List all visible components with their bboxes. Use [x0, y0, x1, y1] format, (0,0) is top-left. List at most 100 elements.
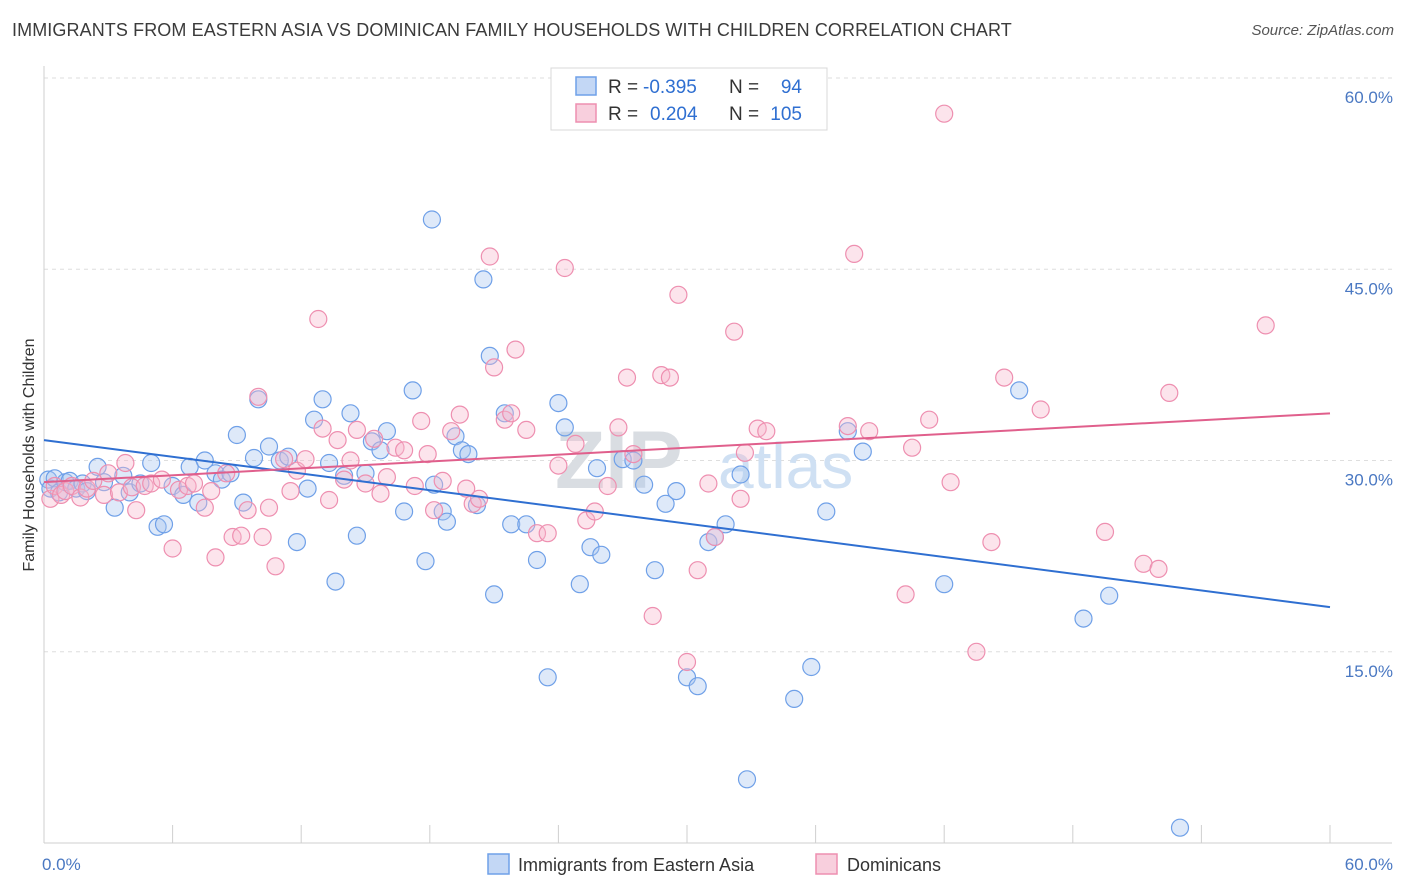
data-point — [416, 552, 435, 571]
data-point — [418, 445, 437, 464]
data-point — [163, 539, 182, 558]
stats-r-label-2: R = — [608, 104, 638, 125]
stats-n-value-2: 105 — [770, 104, 802, 125]
data-point — [395, 441, 414, 460]
data-point — [275, 450, 294, 469]
data-point — [1031, 400, 1050, 419]
data-point — [735, 443, 755, 462]
stats-n-value-1: 94 — [781, 77, 803, 98]
data-point — [296, 450, 315, 469]
data-point — [127, 501, 146, 520]
data-point — [731, 489, 750, 508]
data-point — [202, 482, 221, 501]
data-point — [195, 498, 214, 517]
data-point — [347, 526, 366, 545]
stats-swatch-pink — [575, 103, 597, 123]
data-point — [287, 532, 306, 552]
data-point — [1010, 381, 1029, 400]
data-point — [1256, 316, 1275, 335]
data-point — [699, 474, 718, 493]
data-point — [624, 445, 643, 464]
y-tick-label-1: 30.0% — [1345, 471, 1393, 490]
stats-n-label-1: N = — [729, 77, 759, 98]
data-point — [422, 210, 441, 229]
stats-r-value-1: -0.395 — [643, 77, 697, 98]
data-point — [485, 358, 504, 377]
data-point — [935, 104, 954, 123]
data-point — [555, 258, 574, 278]
data-point — [995, 368, 1014, 387]
data-point — [549, 456, 568, 475]
data-point — [785, 689, 804, 709]
data-point — [860, 422, 879, 441]
data-point — [425, 475, 444, 494]
data-point — [474, 270, 493, 289]
x-tick-label-1: 60.0% — [1345, 855, 1393, 874]
data-point — [412, 411, 431, 431]
chart-title: IMMIGRANTS FROM EASTERN ASIA VS DOMINICA… — [12, 20, 1012, 40]
data-point — [154, 515, 174, 534]
data-point — [253, 527, 272, 547]
data-point — [845, 244, 864, 263]
data-point — [853, 442, 872, 461]
stats-r-value-2: 0.204 — [650, 104, 698, 125]
data-point — [450, 405, 469, 424]
data-point — [598, 476, 617, 496]
data-point — [634, 475, 654, 494]
data-point — [485, 585, 504, 604]
stats-n-label-2: N = — [729, 104, 759, 125]
data-point — [669, 285, 688, 304]
data-point — [116, 453, 135, 473]
data-point — [365, 429, 384, 448]
data-point — [731, 465, 750, 484]
legend-label-eastern-asia: Immigrants from Eastern Asia — [518, 855, 755, 875]
data-point — [298, 479, 317, 498]
data-point — [1100, 586, 1119, 605]
data-point — [1170, 818, 1190, 837]
data-point — [624, 451, 643, 470]
trend-lines — [43, 412, 1331, 609]
data-point — [570, 575, 589, 594]
legend-swatch-eastern-asia — [487, 853, 510, 875]
trend-line-0 — [43, 439, 1331, 609]
data-point — [238, 501, 257, 520]
grid-lines — [44, 77, 1392, 653]
data-point — [227, 425, 246, 445]
data-point — [71, 488, 90, 507]
data-point — [184, 474, 204, 493]
stats-r-label-1: R = — [608, 77, 638, 98]
data-point — [643, 606, 662, 626]
data-point — [371, 441, 390, 460]
data-point — [527, 524, 547, 543]
axes — [43, 66, 1392, 844]
data-point — [320, 453, 339, 473]
data-point — [326, 572, 345, 591]
data-point — [309, 309, 328, 329]
data-point — [457, 479, 476, 498]
y-tick-label-3: 60.0% — [1345, 88, 1393, 107]
stats-swatch-blue — [575, 76, 597, 96]
stats-box: R = -0.395 N = 94 R = 0.204 N = 105 — [550, 67, 828, 131]
data-point — [480, 247, 499, 266]
series-dominicans-points — [41, 104, 1275, 672]
data-point — [232, 526, 251, 545]
data-point — [656, 494, 675, 513]
data-point — [259, 437, 279, 456]
data-point — [320, 490, 339, 510]
data-point — [442, 422, 461, 441]
data-point — [677, 652, 697, 672]
x-tick-labels: 0.0% 60.0% — [42, 855, 1393, 874]
data-point — [725, 322, 744, 341]
y-axis-title: Family Households with Children — [21, 339, 38, 572]
data-point — [667, 482, 686, 501]
data-point — [437, 512, 456, 531]
data-point — [180, 457, 199, 476]
legend-swatch-dominicans — [815, 853, 838, 875]
data-point — [935, 575, 954, 594]
data-point — [88, 457, 107, 476]
data-point — [433, 471, 452, 490]
data-point — [967, 642, 986, 661]
data-point — [480, 346, 499, 365]
data-point — [403, 381, 422, 400]
data-point — [1149, 559, 1168, 579]
